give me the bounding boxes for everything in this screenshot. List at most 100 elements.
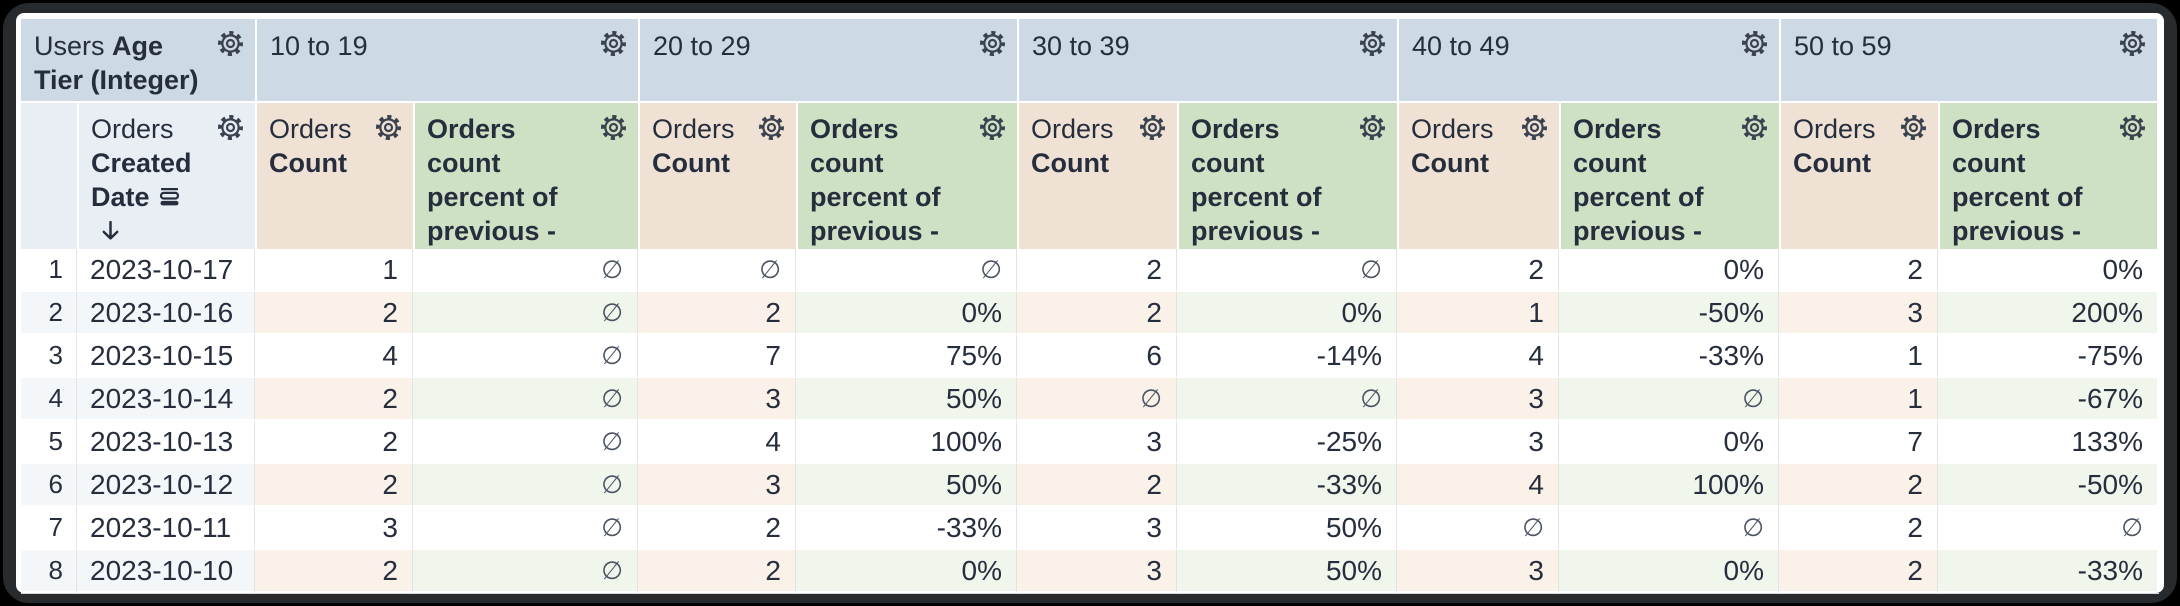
gear-icon[interactable]: [373, 112, 404, 143]
count-cell[interactable]: 1: [255, 249, 413, 292]
date-cell[interactable]: 2023-10-17: [77, 249, 255, 292]
gear-icon[interactable]: [977, 28, 1008, 59]
measure-count-header[interactable]: Orders Count: [1017, 101, 1177, 249]
percent-cell[interactable]: ∅: [413, 249, 638, 292]
percent-cell[interactable]: -33%: [1938, 550, 2157, 593]
pivot-value-header[interactable]: 50 to 59: [1779, 19, 2157, 101]
percent-cell[interactable]: 50%: [1177, 507, 1397, 550]
measure-percent-header[interactable]: Orders count percent of previous - acros…: [1938, 101, 2157, 280]
gear-icon[interactable]: [2117, 28, 2148, 59]
count-cell[interactable]: 3: [638, 378, 796, 421]
gear-icon[interactable]: [977, 112, 1008, 143]
measure-percent-header[interactable]: Orders count percent of previous - acros…: [1559, 101, 1779, 280]
measure-count-header[interactable]: Orders Count: [1397, 101, 1559, 249]
gear-icon[interactable]: [2117, 112, 2148, 143]
percent-cell[interactable]: 133%: [1938, 421, 2157, 464]
count-cell[interactable]: 2: [255, 464, 413, 507]
pivot-value-header[interactable]: 20 to 29: [638, 19, 1017, 101]
measure-count-header[interactable]: Orders Count: [638, 101, 796, 249]
percent-cell[interactable]: ∅: [1559, 378, 1779, 421]
count-cell[interactable]: 7: [638, 335, 796, 378]
percent-cell[interactable]: 0%: [796, 550, 1017, 593]
count-cell[interactable]: ∅: [638, 249, 796, 292]
count-cell[interactable]: 2: [638, 550, 796, 593]
percent-cell[interactable]: 50%: [796, 378, 1017, 421]
count-cell[interactable]: 2: [638, 292, 796, 335]
percent-cell[interactable]: ∅: [1938, 507, 2157, 550]
count-cell[interactable]: 4: [638, 421, 796, 464]
count-cell[interactable]: 3: [1017, 550, 1177, 593]
gear-icon[interactable]: [598, 112, 629, 143]
percent-cell[interactable]: ∅: [413, 421, 638, 464]
count-cell[interactable]: 3: [638, 464, 796, 507]
percent-cell[interactable]: 50%: [1177, 550, 1397, 593]
pivot-dimension-header[interactable]: Users Age Tier (Integer): [21, 19, 255, 123]
count-cell[interactable]: 3: [1779, 292, 1938, 335]
count-cell[interactable]: 2: [1017, 249, 1177, 292]
count-cell[interactable]: 1: [1779, 335, 1938, 378]
count-cell[interactable]: 2: [1779, 507, 1938, 550]
count-cell[interactable]: 6: [1017, 335, 1177, 378]
count-cell[interactable]: 7: [1779, 421, 1938, 464]
measure-count-header[interactable]: Orders Count: [1779, 101, 1938, 249]
percent-cell[interactable]: -67%: [1938, 378, 2157, 421]
percent-cell[interactable]: 100%: [796, 421, 1017, 464]
percent-cell[interactable]: 50%: [796, 464, 1017, 507]
percent-cell[interactable]: ∅: [1177, 378, 1397, 421]
measure-percent-header[interactable]: Orders count percent of previous - acros…: [413, 101, 638, 280]
percent-cell[interactable]: -75%: [1938, 335, 2157, 378]
count-cell[interactable]: 2: [255, 421, 413, 464]
percent-cell[interactable]: ∅: [413, 292, 638, 335]
gear-icon[interactable]: [215, 28, 246, 59]
percent-cell[interactable]: -50%: [1938, 464, 2157, 507]
percent-cell[interactable]: 200%: [1938, 292, 2157, 335]
count-cell[interactable]: 3: [1397, 378, 1559, 421]
count-cell[interactable]: 3: [255, 507, 413, 550]
count-cell[interactable]: 3: [1017, 507, 1177, 550]
sort-descending-icon[interactable]: [97, 217, 124, 244]
date-cell[interactable]: 2023-10-14: [77, 378, 255, 421]
gear-icon[interactable]: [1519, 112, 1550, 143]
percent-cell[interactable]: 0%: [1559, 421, 1779, 464]
count-cell[interactable]: 2: [1779, 464, 1938, 507]
gear-icon[interactable]: [1137, 112, 1168, 143]
date-cell[interactable]: 2023-10-10: [77, 550, 255, 593]
count-cell[interactable]: 2: [255, 550, 413, 593]
percent-cell[interactable]: ∅: [413, 335, 638, 378]
percent-cell[interactable]: ∅: [413, 378, 638, 421]
count-cell[interactable]: 3: [1397, 421, 1559, 464]
percent-cell[interactable]: 0%: [1559, 550, 1779, 593]
count-cell[interactable]: 2: [255, 292, 413, 335]
gear-icon[interactable]: [215, 112, 246, 143]
pivot-value-header[interactable]: 30 to 39: [1017, 19, 1397, 101]
gear-icon[interactable]: [756, 112, 787, 143]
gear-icon[interactable]: [598, 28, 629, 59]
percent-cell[interactable]: ∅: [1559, 507, 1779, 550]
count-cell[interactable]: ∅: [1397, 507, 1559, 550]
percent-cell[interactable]: ∅: [413, 507, 638, 550]
count-cell[interactable]: 2: [1779, 550, 1938, 593]
percent-cell[interactable]: -33%: [1559, 335, 1779, 378]
percent-cell[interactable]: 0%: [796, 292, 1017, 335]
count-cell[interactable]: 2: [1017, 292, 1177, 335]
sort-field-header[interactable]: Orders Created Date: [77, 101, 255, 249]
percent-cell[interactable]: -33%: [796, 507, 1017, 550]
gear-icon[interactable]: [1357, 112, 1388, 143]
percent-cell[interactable]: ∅: [413, 464, 638, 507]
percent-cell[interactable]: 0%: [1559, 249, 1779, 292]
count-cell[interactable]: 2: [1397, 249, 1559, 292]
count-cell[interactable]: 4: [1397, 335, 1559, 378]
date-cell[interactable]: 2023-10-13: [77, 421, 255, 464]
percent-cell[interactable]: -14%: [1177, 335, 1397, 378]
gear-icon[interactable]: [1739, 112, 1770, 143]
count-cell[interactable]: 4: [1397, 464, 1559, 507]
measure-count-header[interactable]: Orders Count: [255, 101, 413, 249]
gear-icon[interactable]: [1898, 112, 1929, 143]
percent-cell[interactable]: -25%: [1177, 421, 1397, 464]
count-cell[interactable]: 4: [255, 335, 413, 378]
date-cell[interactable]: 2023-10-15: [77, 335, 255, 378]
gear-icon[interactable]: [1357, 28, 1388, 59]
count-cell[interactable]: 1: [1779, 378, 1938, 421]
percent-cell[interactable]: -50%: [1559, 292, 1779, 335]
percent-cell[interactable]: 75%: [796, 335, 1017, 378]
